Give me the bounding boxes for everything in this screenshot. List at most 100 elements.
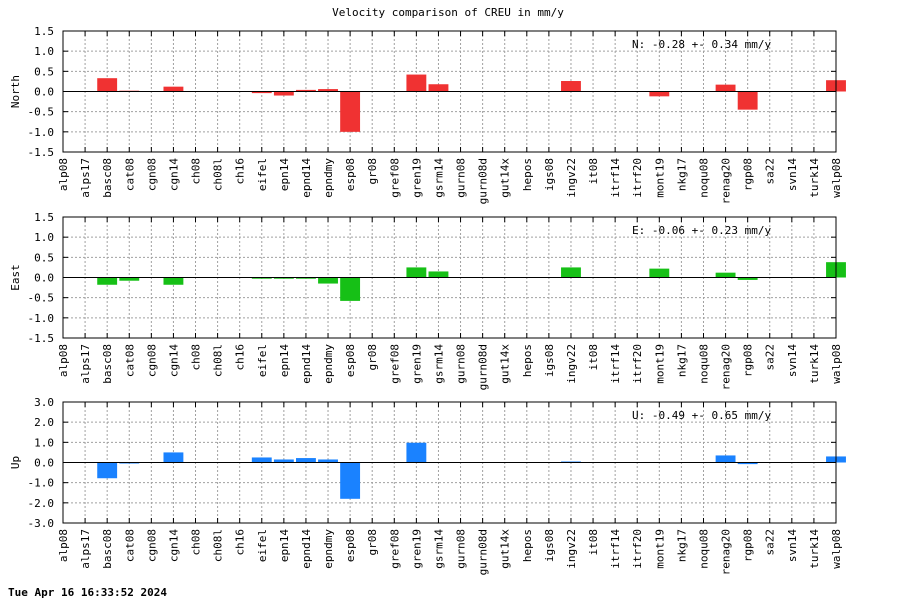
ytick-label: -1.5 — [28, 146, 55, 159]
bar-esp08 — [340, 462, 361, 499]
xtick-label: epn14 — [278, 529, 291, 562]
xtick-label: gurn08 — [455, 344, 468, 384]
panel-up: -3.0 -2.0 -1.0 0.0 1.0 2.0 3.0 alp08 alps17 basc0… — [9, 396, 846, 575]
xtick-label: igs08 — [543, 158, 556, 191]
xtick-label: ingv22 — [565, 344, 578, 384]
y-axis-label: Up — [9, 456, 22, 469]
xtick-label: ch08 — [190, 344, 203, 371]
xtick-label: ch08l — [212, 158, 225, 191]
xtick-label: gut14x — [499, 344, 512, 384]
plot-frame — [62, 30, 837, 153]
stats-annotation: E: -0.06 +- 0.23 mm/y — [632, 224, 771, 237]
xtick-label: rgp08 — [742, 344, 755, 377]
ytick-label: 0.0 — [34, 86, 54, 99]
xtick-label: eifel — [256, 529, 269, 562]
bar-cgn14 — [163, 452, 184, 463]
bar-gsrm14 — [428, 84, 449, 92]
xtick-label: turk14 — [808, 529, 821, 569]
xtick-label: it08 — [587, 344, 600, 371]
ytick-label: 2.0 — [34, 416, 54, 429]
bar-rgp08 — [737, 277, 758, 280]
bar-epn14 — [273, 277, 294, 279]
xtick-label: igs08 — [543, 344, 556, 377]
xtick-label: nkg17 — [675, 158, 688, 191]
xtick-label: itrf14 — [609, 344, 622, 384]
xtick-label: hepos — [521, 344, 534, 377]
xtick-label: turk14 — [808, 344, 821, 384]
xtick-label: alps17 — [79, 529, 92, 569]
ytick-label: 1.5 — [34, 211, 54, 224]
bar-gren19 — [406, 442, 427, 463]
bar-ingv22 — [561, 267, 581, 278]
xtick-label: it08 — [587, 158, 600, 185]
xtick-label: igs08 — [543, 529, 556, 562]
bar-ingv22 — [561, 461, 581, 463]
bar-epndmy — [318, 277, 338, 284]
xtick-label: gren19 — [410, 158, 423, 198]
panel-north: -1.5 -1.0 -0.5 0.0 0.5 1.0 1.5 alp08 alps17 basc0… — [9, 25, 846, 204]
xtick-label: noqu08 — [697, 344, 710, 384]
bar-epndmy — [318, 89, 338, 92]
xtick-label: gurn08 — [455, 158, 468, 198]
xtick-label: eifel — [256, 158, 269, 191]
bar-epndmy — [318, 459, 338, 463]
xtick-label: walp08 — [830, 529, 843, 569]
xtick-label: ch16 — [234, 344, 247, 371]
ytick-label: -0.5 — [28, 106, 55, 119]
xtick-label: ch08 — [190, 158, 203, 185]
xtick-label: sa22 — [764, 158, 777, 185]
xtick-label: mont19 — [653, 344, 666, 384]
xtick-label: mont19 — [653, 529, 666, 569]
xtick-label: alp08 — [57, 529, 70, 562]
xtick-label: sa22 — [764, 344, 777, 371]
y-axis-label: East — [9, 264, 22, 291]
chart-panels: -1.5 -1.0 -0.5 0.0 0.5 1.0 1.5 alp08 alps17 basc0… — [9, 25, 846, 575]
xtick-label: epndmy — [322, 344, 335, 384]
xtick-label: gurn08d — [477, 529, 490, 575]
y-axis-label: North — [9, 75, 22, 108]
xtick-label: cgn14 — [167, 158, 180, 191]
xtick-label: mont19 — [653, 158, 666, 198]
xtick-label: svn14 — [786, 344, 799, 377]
xtick-label: gref08 — [388, 344, 401, 384]
xtick-label: cgn14 — [167, 344, 180, 377]
ytick-label: 1.0 — [34, 436, 54, 449]
xtick-label: gr08 — [366, 158, 379, 185]
ytick-label: -0.5 — [28, 292, 55, 305]
xtick-label: walp08 — [830, 344, 843, 384]
xtick-label: itrf20 — [631, 344, 644, 384]
chart-title: Velocity comparison of CREU in mm/y — [332, 6, 564, 19]
bar-renag20 — [715, 272, 736, 278]
xtick-label: epnd14 — [300, 344, 313, 384]
xtick-label: cgn08 — [145, 344, 158, 377]
xtick-label: basc08 — [101, 158, 114, 198]
bar-basc08 — [97, 277, 118, 285]
ytick-label: 0.0 — [34, 272, 54, 285]
xtick-label: cgn08 — [145, 529, 158, 562]
xtick-label: gut14x — [499, 529, 512, 569]
bar-cat08 — [119, 462, 140, 464]
xtick-label: ch08 — [190, 529, 203, 556]
xtick-label: ingv22 — [565, 158, 578, 198]
bar-cgn14 — [163, 277, 184, 285]
xtick-label: ch16 — [234, 158, 247, 185]
stats-annotation: U: -0.49 +- 0.65 mm/y — [632, 409, 771, 422]
bar-rgp08 — [737, 91, 758, 110]
ytick-label: 3.0 — [34, 396, 54, 409]
xtick-label: cat08 — [123, 158, 136, 191]
xtick-label: gurn08 — [455, 529, 468, 569]
bar-epnd14 — [296, 458, 316, 463]
xtick-label: rgp08 — [742, 529, 755, 562]
ytick-label: 0.5 — [34, 65, 54, 78]
bar-renag20 — [715, 84, 736, 92]
xtick-label: epn14 — [278, 158, 291, 191]
ytick-label: -1.0 — [28, 312, 55, 325]
xtick-label: renag20 — [720, 344, 733, 390]
xtick-label: ch08l — [212, 344, 225, 377]
xtick-label: cgn08 — [145, 158, 158, 191]
xtick-label: gr08 — [366, 529, 379, 556]
xtick-label: rgp08 — [742, 158, 755, 191]
xtick-label: gref08 — [388, 158, 401, 198]
xtick-label: gref08 — [388, 529, 401, 569]
xtick-label: gren19 — [410, 529, 423, 569]
